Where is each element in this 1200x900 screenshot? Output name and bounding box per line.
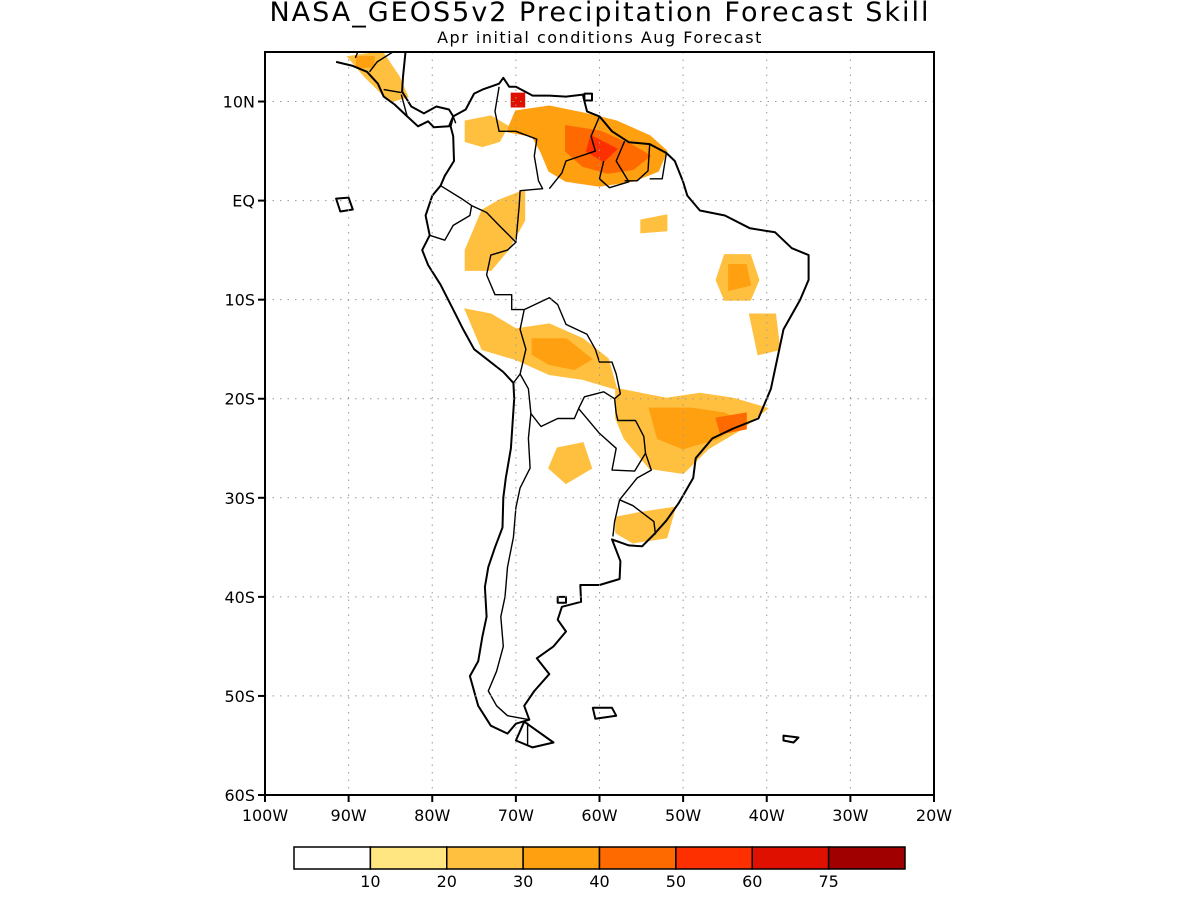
island-3 bbox=[335, 196, 354, 213]
border-line-1 bbox=[494, 86, 544, 243]
border-line-10 bbox=[615, 413, 652, 501]
skill-region-bahia bbox=[748, 313, 781, 356]
skill-region-eastern-amazon-spot bbox=[640, 214, 668, 234]
skill-region-rio-spot bbox=[715, 412, 747, 435]
colorbar-label: 10 bbox=[360, 872, 380, 891]
colorbar-swatch bbox=[369, 846, 448, 870]
color-legend: 10 20 30 40 50 60 75 bbox=[293, 846, 906, 891]
skill-region-venezuela-west-spot bbox=[510, 92, 526, 108]
colorbar-label: 30 bbox=[513, 872, 533, 891]
island-4 bbox=[583, 92, 593, 102]
border-line-6 bbox=[429, 185, 473, 241]
colorbar-label: 40 bbox=[589, 872, 609, 891]
lon-tick-label: 100W bbox=[242, 806, 289, 825]
lon-tick-label: 90W bbox=[331, 806, 367, 825]
colorbar-label: 50 bbox=[666, 872, 686, 891]
skill-region-bolivia-core bbox=[531, 338, 593, 371]
lat-tick-label: 40S bbox=[224, 588, 255, 607]
map-title: NASA_GEOS5v2 Precipitation Forecast Skil… bbox=[269, 0, 931, 28]
border-line-12 bbox=[619, 499, 657, 535]
lat-tick-label: 10N bbox=[223, 93, 255, 112]
lon-tick-label: 20W bbox=[916, 806, 952, 825]
skill-region-northeast-brazil-core bbox=[728, 264, 752, 292]
island-5 bbox=[556, 595, 567, 604]
border-line-0 bbox=[452, 116, 457, 124]
island-0 bbox=[591, 706, 618, 720]
colorbar-swatch bbox=[522, 846, 601, 870]
lat-tick-label: 20S bbox=[224, 390, 255, 409]
border-line-7 bbox=[471, 204, 527, 384]
border-line-17 bbox=[383, 88, 402, 94]
lon-tick-label: 70W bbox=[498, 806, 534, 825]
border-line-9 bbox=[519, 373, 615, 428]
colorbar-swatch bbox=[827, 846, 906, 870]
lat-tick-label: 10S bbox=[224, 291, 255, 310]
colorbar-swatch bbox=[598, 846, 677, 870]
border-line-16 bbox=[400, 94, 408, 117]
border-line-19 bbox=[354, 52, 359, 59]
country-borders bbox=[354, 52, 668, 745]
border-line-3 bbox=[598, 140, 630, 189]
lat-tick-label: 60S bbox=[224, 786, 255, 805]
lon-tick-label: 50W bbox=[665, 806, 701, 825]
border-line-4 bbox=[624, 144, 651, 182]
border-line-2 bbox=[548, 116, 601, 190]
south-america-coast bbox=[421, 76, 810, 735]
skill-region-argentina-north bbox=[548, 442, 593, 485]
colorbar-label: 75 bbox=[818, 872, 838, 891]
lon-tick-label: 80W bbox=[414, 806, 450, 825]
colorbar-label: 20 bbox=[437, 872, 457, 891]
border-line-18 bbox=[368, 52, 394, 73]
colorbar-swatch bbox=[446, 846, 524, 870]
map-subtitle: Apr initial conditions Aug Forecast bbox=[437, 28, 763, 47]
border-line-11 bbox=[578, 408, 647, 472]
border-line-5 bbox=[649, 152, 668, 180]
border-line-8 bbox=[523, 297, 622, 414]
border-line-13 bbox=[612, 499, 621, 537]
skill-region-central-america-core bbox=[356, 56, 375, 68]
skill-region-uruguay bbox=[615, 506, 677, 544]
colorbar-swatch bbox=[675, 846, 753, 870]
colorbar-swatch bbox=[751, 846, 830, 870]
lat-tick-label: 50S bbox=[224, 687, 255, 706]
island-2 bbox=[514, 720, 555, 749]
skill-region-colombia-ecuador bbox=[464, 189, 526, 271]
island-1 bbox=[782, 734, 800, 744]
lat-tick-label: 30S bbox=[224, 489, 255, 508]
lon-tick-label: 40W bbox=[749, 806, 785, 825]
lon-tick-label: 60W bbox=[581, 806, 617, 825]
lat-tick-label: EQ bbox=[232, 192, 255, 211]
colorbar-swatch bbox=[293, 846, 372, 870]
lon-tick-label: 30W bbox=[832, 806, 868, 825]
colorbar-label: 60 bbox=[742, 872, 762, 891]
skill-shading bbox=[346, 52, 781, 544]
